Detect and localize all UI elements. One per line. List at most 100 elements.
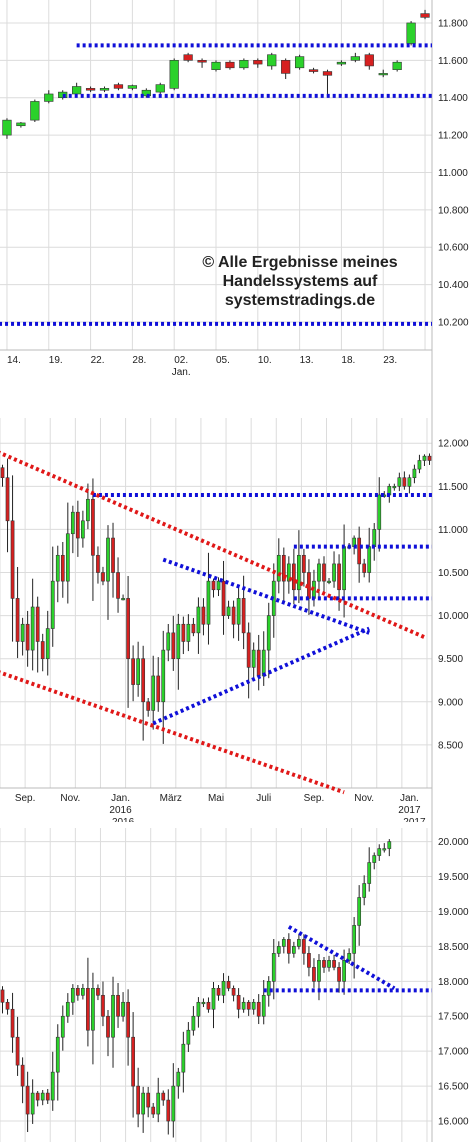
candle-body: [253, 60, 263, 65]
candle-body: [15, 1036, 20, 1066]
candle-body: [116, 994, 120, 1017]
candle-body: [427, 455, 432, 461]
candle-body: [126, 598, 130, 660]
candle-body: [136, 1085, 140, 1115]
candle-body: [136, 658, 140, 685]
candle-body: [151, 1106, 156, 1115]
candle-body: [367, 862, 372, 884]
candle-body: [377, 494, 382, 530]
candle-body: [281, 60, 291, 74]
candle-body: [422, 455, 427, 461]
x-tick-label: Juli: [256, 793, 271, 804]
candle-body: [30, 1092, 35, 1115]
candle-body: [96, 988, 100, 996]
x-tick-label: Nov.: [60, 793, 80, 804]
candle-body: [266, 981, 271, 996]
candle-body: [372, 855, 377, 863]
candle-body: [76, 511, 80, 539]
candle-body: [276, 946, 281, 954]
x-tick-label: 22.: [91, 355, 105, 366]
candle-body: [191, 1015, 196, 1031]
candle-body: [126, 1001, 130, 1038]
chart-panel-3: 20.000 19.500 19.000 18.500 18.000 17.500 17.0…: [0, 822, 469, 1142]
candle-body: [271, 953, 276, 982]
candle-body: [156, 675, 161, 703]
candle-body: [392, 61, 402, 70]
x-tick-label: Jan.: [400, 793, 419, 804]
candle-body: [256, 649, 261, 677]
y-tick-label: 11.500: [438, 482, 468, 493]
candle-body: [15, 598, 20, 642]
candle-body: [176, 623, 181, 660]
watermark-line-1: © Alle Ergebnisse meines: [202, 254, 398, 271]
chart-panel-2: 12.000 11.500 11.000 10.500 10.000 9.500 9.000…: [0, 408, 469, 822]
x-tick-sublabel: 2017: [398, 805, 421, 816]
candle-body: [101, 572, 105, 582]
y-tick-label: 11.800: [438, 18, 468, 29]
candle-body: [302, 554, 306, 573]
candle-body: [402, 477, 407, 487]
candle-body: [91, 498, 95, 556]
candle-body: [261, 994, 266, 1017]
candle-body: [111, 994, 115, 1038]
candle-body: [45, 628, 50, 660]
candle-body: [113, 84, 124, 89]
candle-body: [10, 520, 15, 599]
candle-body: [312, 967, 316, 982]
candle-body: [236, 598, 241, 625]
y-tick-label: 11.400: [438, 93, 468, 104]
candle-body: [226, 981, 231, 989]
candle-body: [336, 61, 347, 65]
x-tick-sublabel: 2016: [109, 805, 132, 816]
candle-body: [10, 1008, 15, 1038]
candle-body: [151, 675, 156, 711]
candle-body: [297, 554, 301, 591]
y-tick-label: 19.500: [438, 872, 469, 883]
x-tick-label: Jan.: [111, 793, 130, 804]
candle-body: [322, 563, 326, 582]
candle-body: [377, 848, 382, 856]
x-tick-label: 13.: [300, 355, 314, 366]
candle-body: [246, 632, 251, 668]
y-tick-label: 16.000: [438, 1117, 469, 1128]
candle-body: [216, 988, 221, 996]
trend-line: [287, 925, 396, 991]
chart-panel-1: 11.800 11.600 11.400 11.200 11.000 10.800 10.6…: [0, 0, 469, 408]
y-tick-label: 8.500: [438, 740, 463, 751]
candle-body: [40, 641, 45, 660]
x-tick-label: Sep.: [304, 793, 325, 804]
candle-body: [44, 93, 54, 102]
candle-body: [387, 841, 392, 849]
candle-body: [239, 60, 249, 69]
x-tick-label: 14.: [7, 355, 21, 366]
candle-body: [127, 85, 138, 89]
candle-body: [367, 546, 372, 573]
candle-body: [352, 925, 356, 954]
candle-body: [91, 988, 95, 1031]
x-tick-label: 02.: [174, 355, 188, 366]
candle-body: [256, 1001, 261, 1017]
candle-body: [197, 60, 207, 63]
candle-body: [161, 1092, 166, 1101]
candle-body: [146, 1092, 151, 1108]
y-tick-label: 9.000: [438, 697, 463, 708]
candle-body: [141, 658, 146, 703]
y-tick-label: 11.000: [438, 168, 468, 179]
candle-body: [106, 537, 110, 582]
x-tick-label: 10.: [258, 355, 272, 366]
y-tick-label: 10.400: [438, 280, 469, 291]
candle-body: [201, 1001, 206, 1005]
candle-body: [121, 1001, 125, 1017]
candle-body: [286, 939, 291, 954]
trend-line: [152, 626, 371, 726]
x-tick-label: 05.: [216, 355, 230, 366]
candle-body: [362, 883, 367, 898]
candle-body: [161, 649, 166, 703]
candle-body: [322, 71, 333, 76]
trend-line: [162, 557, 370, 635]
x-tick-label: 23.: [383, 355, 397, 366]
candle-body: [342, 960, 346, 982]
candle-body: [20, 623, 25, 642]
watermark: © Alle Ergebnisse meines Handelssystems …: [190, 253, 410, 310]
candle-body: [211, 988, 216, 1010]
